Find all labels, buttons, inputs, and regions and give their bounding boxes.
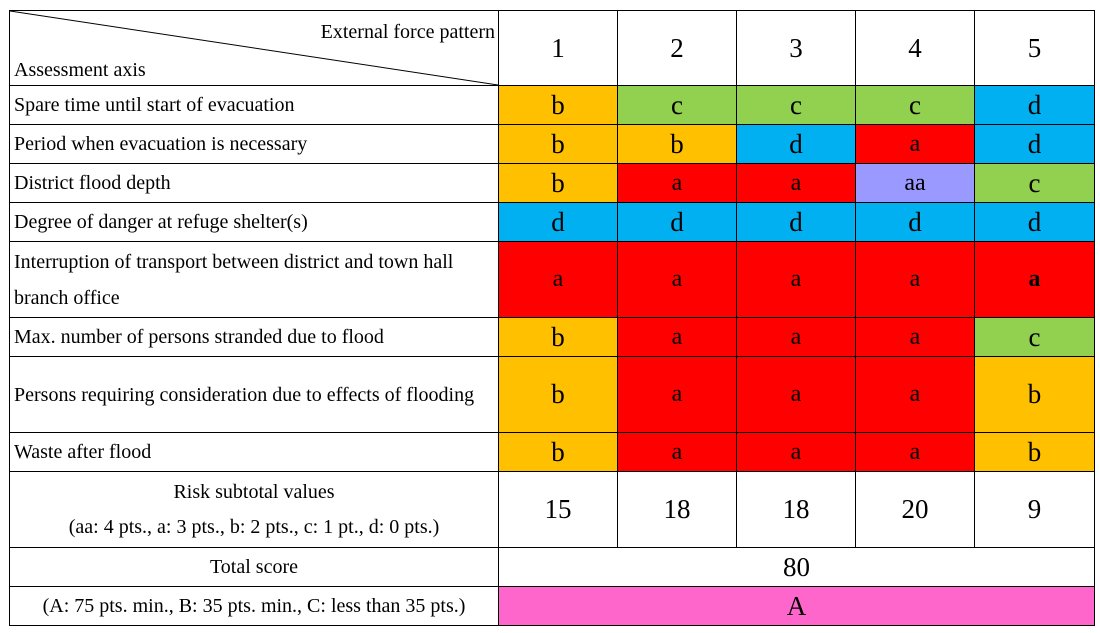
rating-cell: a: [855, 432, 975, 472]
row-label: Period when evacuation is necessary: [9, 124, 499, 164]
pattern-header-5: 5: [974, 10, 1095, 86]
rating-cell: c: [974, 163, 1095, 203]
subtotal-value: 9: [974, 471, 1095, 548]
rating-cell: d: [855, 202, 975, 242]
rating-cell: b: [974, 432, 1095, 472]
subtotal-value: 18: [736, 471, 856, 548]
rating-cell: b: [498, 317, 618, 357]
pattern-header-1: 1: [498, 10, 618, 86]
row-label: Persons requiring consideration due to e…: [9, 356, 499, 433]
rating-cell: c: [855, 85, 975, 125]
rating-cell: d: [974, 85, 1095, 125]
rating-cell: d: [974, 202, 1095, 242]
grade-legend: (A: 75 pts. min., B: 35 pts. min., C: le…: [9, 586, 499, 626]
row-label: Waste after flood: [9, 432, 499, 472]
rating-cell: b: [498, 432, 618, 472]
subtotal-legend: (aa: 4 pts., a: 3 pts., b: 2 pts., c: 1 …: [68, 515, 440, 538]
total-row: Total score 80: [9, 547, 1095, 587]
table-row: Degree of danger at refuge shelter(s) d …: [9, 202, 1095, 242]
rating-cell: aa: [855, 163, 975, 203]
total-value: 80: [498, 547, 1095, 587]
rating-cell: b: [617, 124, 737, 164]
rating-cell: a: [736, 317, 856, 357]
grade-value: A: [498, 586, 1095, 626]
rating-cell: d: [736, 202, 856, 242]
rating-cell: a: [617, 356, 737, 433]
subtotal-value: 20: [855, 471, 975, 548]
rating-cell: d: [498, 202, 618, 242]
row-label: Max. number of persons stranded due to f…: [9, 317, 499, 357]
diagonal-divider: [10, 11, 498, 85]
subtotal-value: 15: [498, 471, 618, 548]
rating-cell: b: [498, 356, 618, 433]
rating-cell: a: [617, 317, 737, 357]
row-label: Interruption of transport between distri…: [9, 241, 499, 318]
rating-cell: b: [498, 163, 618, 203]
rating-cell: a: [617, 432, 737, 472]
table-row: Spare time until start of evacuation b c…: [9, 85, 1095, 125]
rating-cell: a: [736, 356, 856, 433]
pattern-header-2: 2: [617, 10, 737, 86]
rating-cell: a: [974, 241, 1095, 318]
header-row: External force pattern Assessment axis 1…: [9, 10, 1095, 86]
rating-cell: d: [974, 124, 1095, 164]
rating-cell: d: [617, 202, 737, 242]
row-label: District flood depth: [9, 163, 499, 203]
assessment-axis-label: Assessment axis: [14, 59, 146, 81]
subtotal-value: 18: [617, 471, 737, 548]
grade-row: (A: 75 pts. min., B: 35 pts. min., C: le…: [9, 586, 1095, 626]
rating-cell: a: [617, 241, 737, 318]
row-label: Spare time until start of evacuation: [9, 85, 499, 125]
rating-cell: d: [736, 124, 856, 164]
rating-cell: c: [736, 85, 856, 125]
rating-cell: a: [855, 317, 975, 357]
external-force-label: External force pattern: [320, 21, 495, 43]
subtotal-row: Risk subtotal values (aa: 4 pts., a: 3 p…: [9, 471, 1095, 548]
rating-cell: c: [617, 85, 737, 125]
table-row: Persons requiring consideration due to e…: [9, 356, 1095, 433]
table-row: Max. number of persons stranded due to f…: [9, 317, 1095, 357]
rating-cell: c: [974, 317, 1095, 357]
rating-cell: b: [498, 85, 618, 125]
table-row: Waste after flood b a a a b: [9, 432, 1095, 472]
table-row: District flood depth b a a aa c: [9, 163, 1095, 203]
rating-cell: a: [498, 241, 618, 318]
rating-cell: a: [855, 241, 975, 318]
table-row: Interruption of transport between distri…: [9, 241, 1095, 318]
risk-assessment-table: External force pattern Assessment axis 1…: [9, 10, 1095, 626]
corner-header-cell: External force pattern Assessment axis: [9, 10, 499, 86]
rating-cell: a: [736, 241, 856, 318]
rating-cell: a: [736, 432, 856, 472]
pattern-header-3: 3: [736, 10, 856, 86]
rating-cell: a: [736, 163, 856, 203]
total-label: Total score: [9, 547, 499, 587]
subtotal-label-cell: Risk subtotal values (aa: 4 pts., a: 3 p…: [9, 471, 499, 548]
row-label: Degree of danger at refuge shelter(s): [9, 202, 499, 242]
table-row: Period when evacuation is necessary b b …: [9, 124, 1095, 164]
rating-cell: a: [855, 356, 975, 433]
subtotal-label: Risk subtotal values: [173, 480, 335, 503]
rating-cell: a: [617, 163, 737, 203]
pattern-header-4: 4: [855, 10, 975, 86]
rating-cell: b: [974, 356, 1095, 433]
rating-cell: b: [498, 124, 618, 164]
rating-cell: a: [855, 124, 975, 164]
